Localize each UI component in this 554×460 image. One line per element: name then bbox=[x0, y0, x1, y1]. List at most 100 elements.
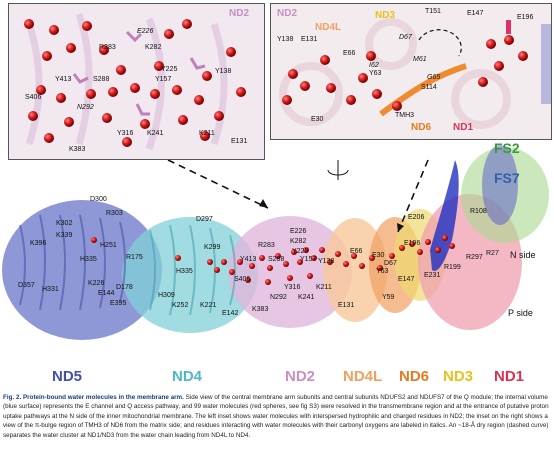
residue-label: K383 bbox=[252, 306, 269, 313]
left-inset-label: K211 bbox=[199, 130, 215, 137]
residue-label: D67 bbox=[384, 260, 397, 267]
residue-label: K221 bbox=[200, 302, 217, 309]
residue-label: D357 bbox=[18, 282, 35, 289]
right-inset-label: M61 bbox=[413, 56, 427, 63]
n-side-label: N side bbox=[510, 250, 536, 260]
residue-label: H251 bbox=[100, 242, 117, 249]
residue-label: R175 bbox=[126, 254, 143, 261]
nd3-label: ND3 bbox=[443, 368, 474, 385]
left-inset-label: Y157 bbox=[155, 76, 172, 83]
residue-label: E147 bbox=[398, 276, 415, 283]
residue-label: K299 bbox=[204, 244, 221, 251]
nd4l-label: ND4L bbox=[343, 368, 383, 385]
residue-label: K396 bbox=[30, 240, 47, 247]
residue-label: E196 bbox=[404, 240, 421, 247]
residue-label: H331 bbox=[42, 286, 59, 293]
e-channel-surface bbox=[430, 160, 459, 271]
right-inset-nd2: ND2 bbox=[277, 8, 298, 19]
residue-label: E206 bbox=[408, 214, 425, 221]
right-inset-arrow bbox=[397, 159, 429, 233]
left-inset-label: K241 bbox=[147, 130, 164, 137]
residue-label: Y225 bbox=[292, 248, 309, 255]
residue-label: E144 bbox=[98, 290, 115, 297]
residue-label: H335 bbox=[176, 268, 193, 275]
residue-label: K252 bbox=[172, 302, 189, 309]
residue-label: Y59 bbox=[382, 294, 395, 301]
left-inset-label: R283 bbox=[99, 44, 116, 51]
right-inset-label: E131 bbox=[301, 36, 318, 43]
left-inset-label: S406 bbox=[25, 94, 42, 101]
right-inset-artwork bbox=[271, 4, 551, 139]
residue-label: Y316 bbox=[284, 284, 301, 291]
left-inset-label: S288 bbox=[93, 76, 110, 83]
residue-label: E30 bbox=[372, 252, 385, 259]
caption-lead: Fig. 2. Protein-bound water molecules in… bbox=[3, 394, 184, 401]
left-inset-label: K282 bbox=[145, 44, 162, 51]
residue-label: E142 bbox=[222, 310, 239, 317]
residue-label: R199 bbox=[444, 264, 461, 271]
residue-label: H309 bbox=[158, 292, 175, 299]
residue-label: R108 bbox=[470, 208, 487, 215]
residue-label: K226 bbox=[88, 280, 105, 287]
right-inset-nd3: ND3 bbox=[375, 10, 396, 21]
dry-region-curve bbox=[418, 29, 462, 57]
right-inset: ND2 ND4L ND3 T151 E147 E196 Y138 E131 D6… bbox=[270, 3, 552, 140]
left-inset-label: N292 bbox=[77, 104, 94, 111]
residue-label: Y157 bbox=[300, 256, 317, 263]
residue-label: S288 bbox=[268, 256, 285, 263]
caption-text: Side view of the central membrane arm su… bbox=[3, 394, 549, 439]
left-inset-title: ND2 bbox=[229, 8, 250, 19]
fs2-label: FS2 bbox=[494, 140, 520, 156]
residue-label: K211 bbox=[316, 284, 332, 291]
residue-label: E231 bbox=[424, 272, 441, 279]
residue-label: E131 bbox=[338, 302, 355, 309]
left-inset-artwork bbox=[9, 4, 264, 159]
left-inset-label: E131 bbox=[231, 138, 248, 145]
p-side-label: P side bbox=[508, 308, 533, 318]
right-inset-nd4l: ND4L bbox=[315, 22, 342, 33]
nd2-label: ND2 bbox=[285, 368, 316, 385]
left-inset-label: Y225 bbox=[161, 66, 178, 73]
residue-label: Y138 bbox=[318, 258, 335, 265]
residue-label: E66 bbox=[350, 248, 363, 255]
right-inset-label: E30 bbox=[311, 116, 324, 123]
left-inset: ND2 E226 R283 K282 Y413 S288 Y225 Y157 Y… bbox=[8, 3, 265, 160]
nd2-region bbox=[228, 216, 352, 328]
right-inset-label: E147 bbox=[467, 10, 484, 17]
residue-label: D178 bbox=[116, 284, 133, 291]
residue-label: E395 bbox=[110, 300, 127, 307]
residue-label: R27 bbox=[486, 250, 499, 257]
right-inset-label: E66 bbox=[343, 50, 356, 57]
residue-label: Y413 bbox=[240, 256, 257, 263]
nd6-label: ND6 bbox=[399, 368, 430, 385]
left-inset-label: K383 bbox=[69, 146, 86, 153]
fs7-region bbox=[482, 145, 518, 225]
right-inset-label: S114 bbox=[421, 84, 437, 91]
nd4-region bbox=[122, 217, 258, 333]
right-inset-label: TMH3 bbox=[395, 112, 415, 119]
figure-artwork bbox=[2, 145, 549, 340]
residue-label: R303 bbox=[106, 210, 123, 217]
left-inset-arrow bbox=[167, 159, 269, 209]
left-inset-label: Y316 bbox=[117, 130, 134, 137]
residue-label: K339 bbox=[56, 232, 73, 239]
right-inset-label: D67 bbox=[399, 34, 412, 41]
right-inset-label: Y138 bbox=[277, 36, 294, 43]
right-inset-label: Y63 bbox=[369, 70, 382, 77]
left-inset-label: E226 bbox=[137, 28, 154, 35]
right-inset-label: T151 bbox=[425, 8, 441, 15]
residue-label: D300 bbox=[90, 196, 107, 203]
residue-label: E226 bbox=[290, 228, 307, 235]
left-inset-label: Y138 bbox=[215, 68, 232, 75]
figure: ND2 E226 R283 K282 Y413 S288 Y225 Y157 Y… bbox=[2, 3, 552, 385]
left-inset-label: Y413 bbox=[55, 76, 72, 83]
residue-label: D297 bbox=[196, 216, 213, 223]
residue-label: R283 bbox=[258, 242, 275, 249]
nd5-label: ND5 bbox=[52, 368, 83, 385]
residue-label: S406 bbox=[234, 276, 251, 283]
nd1-label: ND1 bbox=[494, 368, 525, 385]
right-inset-nd6: ND6 bbox=[411, 122, 432, 133]
residue-label: N292 bbox=[270, 294, 287, 301]
residue-label: K282 bbox=[290, 238, 307, 245]
residue-label: R297 bbox=[466, 254, 483, 261]
